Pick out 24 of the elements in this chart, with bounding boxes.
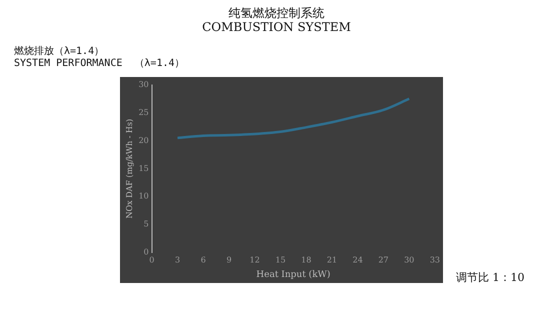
y-tick-label: 30 <box>138 80 149 89</box>
x-tick-label: 3 <box>174 255 180 264</box>
x-tick-label: 6 <box>200 255 206 264</box>
x-tick-label: 18 <box>301 255 312 264</box>
x-tick-label: 30 <box>404 255 414 264</box>
x-tick-label: 24 <box>352 255 363 264</box>
y-tick-label: 5 <box>144 220 149 229</box>
x-tick-label: 27 <box>378 255 389 264</box>
x-tick-label: 15 <box>275 255 286 264</box>
line-series <box>176 98 410 140</box>
text: 调节比 1：10 <box>456 270 524 285</box>
x-tick-label: 33 <box>430 255 440 264</box>
y-tick-label: 15 <box>138 164 149 173</box>
y-axis-title: NOx DAF (mg/kWh - Hs) <box>124 118 134 219</box>
x-tick-label: 21 <box>326 255 338 264</box>
y-tick-label: 20 <box>138 136 149 145</box>
y-tick-label: 0 <box>144 248 149 257</box>
x-tick-label: 9 <box>226 255 232 264</box>
chart-subtitle: 燃烧排放（λ=1.4） SYSTEM PERFORMANCE （λ=1.4） <box>14 46 185 70</box>
chart-title: 纯氢燃烧控制系统 COMBUSTION SYSTEM <box>201 6 352 34</box>
x-tick-label: 12 <box>250 255 260 264</box>
x-axis-title: Heat Input (kW) <box>256 270 330 280</box>
y-tick-label: 25 <box>138 108 149 117</box>
y-tick-label: 10 <box>138 192 149 201</box>
